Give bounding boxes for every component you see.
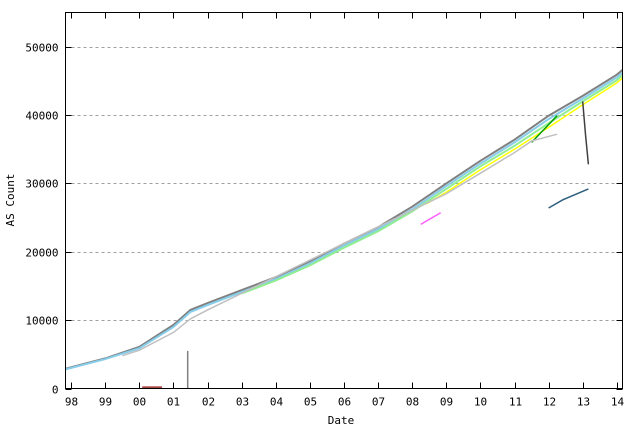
x-tick-label: 09 <box>440 396 453 409</box>
x-tick-label: 07 <box>372 396 385 409</box>
x-tick-label: 99 <box>99 396 112 409</box>
series-line <box>420 212 441 226</box>
x-tick-label: 02 <box>202 396 215 409</box>
x-tick-label: 98 <box>65 396 78 409</box>
x-tick-label: 04 <box>270 396 284 409</box>
y-tick-label: 30000 <box>25 178 58 191</box>
y-tick-label: 20000 <box>25 247 58 260</box>
x-tick-label: 03 <box>236 396 249 409</box>
y-axis-label: AS Count <box>4 174 17 227</box>
series-line <box>426 77 623 205</box>
plot-frame <box>65 12 623 389</box>
axis-ticks: 0 10000 20000 30000 40000 50000 98 99 00 01 02 03 04… <box>25 12 625 409</box>
series-line <box>531 115 558 143</box>
x-tick-label: 05 <box>304 396 317 409</box>
x-tick-label: 12 <box>543 396 556 409</box>
y-tick-label: 0 <box>52 384 59 397</box>
series-line <box>548 188 589 209</box>
y-tick-label: 40000 <box>25 110 58 123</box>
y-tick-label: 50000 <box>25 42 58 55</box>
grid-lines <box>65 47 623 321</box>
x-tick-label: 01 <box>167 396 180 409</box>
x-tick-label: 13 <box>577 396 590 409</box>
series-line <box>122 133 558 357</box>
series-line <box>581 101 590 165</box>
x-axis-label: Date <box>328 414 355 427</box>
x-tick-label: 14 <box>611 396 625 409</box>
x-tick-label: 06 <box>338 396 351 409</box>
series-line <box>65 71 624 371</box>
x-tick-label: 08 <box>406 396 419 409</box>
series-group <box>65 69 624 389</box>
x-tick-label: 10 <box>474 396 487 409</box>
series-line <box>65 69 624 370</box>
y-tick-label: 10000 <box>25 315 58 328</box>
x-tick-label: 11 <box>509 396 522 409</box>
x-tick-label: 00 <box>133 396 146 409</box>
